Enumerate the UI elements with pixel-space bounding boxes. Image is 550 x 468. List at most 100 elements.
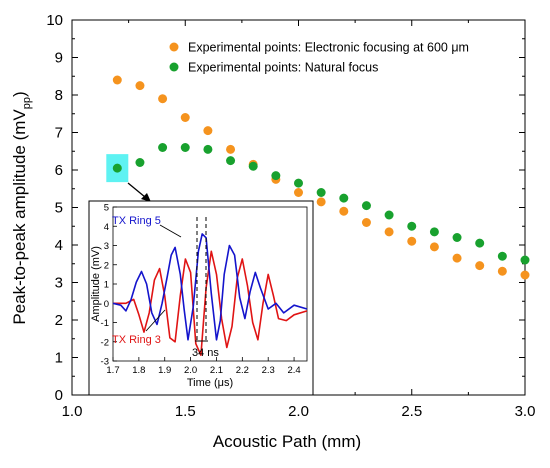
- main-y-tick-label: 0: [55, 387, 63, 404]
- point-natural-focus: [248, 161, 258, 171]
- inset-y-tick-labels: -3 -2 -1 0 1 2 3 4 5: [101, 203, 109, 368]
- main-x-tick-label: 2.0: [288, 403, 309, 420]
- main-data-points: [112, 75, 530, 280]
- point-natural-focus: [407, 221, 417, 231]
- main-x-tick-label: 2.5: [401, 403, 422, 420]
- main-y-axis-title-subscript: pp: [21, 97, 33, 109]
- inset-y-axis-title: Amplitude (mV): [90, 246, 102, 322]
- legend-marker-natural-focus: [169, 62, 179, 72]
- point-electronic-focusing: [361, 218, 371, 227]
- point-natural-focus: [271, 171, 281, 181]
- highlight-arrow: [127, 182, 151, 202]
- main-y-axis-title-close: ): [10, 91, 29, 97]
- inset-y-tick-label: -2: [101, 337, 109, 348]
- inset-y-tick-label: 3: [104, 241, 109, 252]
- inset-x-tick-labels: 1.7 1.8 1.9 2.0 2.1 2.2 2.3 2.4: [106, 365, 300, 376]
- point-natural-focus: [339, 193, 349, 203]
- main-y-tick-labels: 0 1 2 3 4 5 6 7 8 9 10: [46, 12, 63, 404]
- inset-background: [88, 200, 314, 396]
- main-x-axis-title: Acoustic Path (mm): [213, 432, 361, 451]
- legend-label-electronic-focusing: Experimental points: Electronic focusing…: [188, 41, 469, 55]
- series-line-tx-ring-5: [112, 233, 308, 341]
- inset-signal-lines: [112, 233, 308, 356]
- point-electronic-focusing: [520, 270, 530, 280]
- inset-x-tick-label: 1.8: [132, 365, 145, 376]
- point-natural-focus: [158, 143, 168, 152]
- point-natural-focus: [316, 188, 326, 197]
- point-natural-focus: [475, 238, 485, 248]
- point-electronic-focusing: [112, 75, 122, 85]
- inset-y-tick-label: 4: [104, 222, 109, 233]
- main-x-tick-label: 3.0: [515, 403, 536, 420]
- inset-x-tick-label: 1.7: [106, 365, 119, 376]
- point-natural-focus: [112, 163, 122, 173]
- ring3-pointer: [145, 309, 166, 332]
- main-y-tick-label: 9: [55, 50, 63, 67]
- point-natural-focus: [226, 156, 236, 166]
- legend-label-natural-focus: Experimental points: Natural focus: [188, 61, 378, 75]
- legend: Experimental points: Electronic focusing…: [169, 41, 469, 75]
- point-natural-focus: [180, 143, 190, 152]
- main-y-tick-label: 8: [55, 87, 63, 104]
- inset-x-tick-label: 2.4: [287, 365, 300, 376]
- point-electronic-focusing: [429, 242, 439, 252]
- point-electronic-focusing: [339, 206, 349, 216]
- ring5-pointer: [159, 224, 182, 238]
- point-electronic-focusing: [294, 188, 303, 197]
- point-electronic-focusing: [203, 126, 213, 136]
- inset-x-axis-title-close: ): [229, 377, 233, 389]
- point-natural-focus: [294, 178, 303, 188]
- point-electronic-focusing: [226, 144, 236, 154]
- inset-y-tick-label: 5: [104, 203, 109, 214]
- inset-x-axis-title-unit: μs: [218, 377, 230, 389]
- inset-x-tick-label: 2.3: [262, 365, 275, 376]
- main-x-tick-label: 1.5: [175, 403, 196, 420]
- point-natural-focus: [520, 255, 530, 265]
- point-natural-focus: [135, 158, 145, 167]
- point-natural-focus: [452, 233, 462, 242]
- inset-x-tick-label: 2.0: [184, 365, 197, 376]
- inset-x-tick-label: 2.2: [236, 365, 249, 376]
- main-y-tick-label: 10: [46, 12, 63, 29]
- point-electronic-focusing: [135, 81, 145, 91]
- point-electronic-focusing: [407, 236, 417, 246]
- point-electronic-focusing: [452, 253, 462, 263]
- main-y-tick-label: 4: [55, 237, 63, 254]
- inset-x-axis-title: Time (μs): [187, 377, 233, 389]
- point-electronic-focusing: [158, 94, 168, 104]
- main-y-tick-label: 6: [55, 162, 63, 179]
- point-natural-focus: [497, 251, 507, 261]
- inset-y-tick-label: 2: [104, 260, 109, 271]
- inset-chart: 1.7 1.8 1.9 2.0 2.1 2.2 2.3 2.4 -3 -2 -1 0 1 2 3 4 5 TX…: [88, 200, 314, 396]
- inset-x-tick-label: 1.9: [158, 365, 171, 376]
- highlight-arrow-line: [127, 182, 146, 198]
- main-y-tick-label: 1: [55, 350, 63, 367]
- point-natural-focus: [361, 201, 371, 211]
- main-x-tick-label: 1.0: [62, 403, 83, 420]
- main-y-tick-label: 3: [55, 275, 63, 292]
- point-natural-focus: [384, 210, 394, 220]
- main-y-tick-label: 2: [55, 312, 63, 329]
- point-electronic-focusing: [316, 197, 326, 207]
- main-y-axis-title-main: Peak-to-peak amplitude (mV: [10, 109, 29, 325]
- inset-y-tick-label: -3: [101, 357, 109, 368]
- main-y-tick-label: 5: [55, 200, 63, 217]
- point-electronic-focusing: [180, 113, 190, 122]
- inset-x-axis-title-main: Time (: [187, 377, 218, 389]
- annotation-tx-ring-3: TX Ring 3: [112, 334, 161, 346]
- main-x-tick-labels: 1.0 1.5 2.0 2.5 3.0: [62, 403, 536, 420]
- point-natural-focus: [203, 144, 213, 154]
- inset-y-tick-label: 0: [104, 299, 109, 310]
- annotation-tx-ring-5: TX Ring 5: [112, 215, 161, 227]
- point-electronic-focusing: [475, 261, 485, 271]
- main-y-tick-label: 7: [55, 125, 63, 142]
- inset-x-tick-label: 2.1: [210, 365, 223, 376]
- point-natural-focus: [429, 227, 439, 237]
- inset-y-tick-label: -1: [101, 318, 109, 329]
- point-electronic-focusing: [497, 266, 507, 276]
- inset-y-tick-label: 1: [104, 280, 109, 291]
- main-y-axis-title: Peak-to-peak amplitude (mVpp): [10, 91, 33, 324]
- point-electronic-focusing: [384, 227, 394, 237]
- annotation-delay: 34 ns: [192, 347, 219, 359]
